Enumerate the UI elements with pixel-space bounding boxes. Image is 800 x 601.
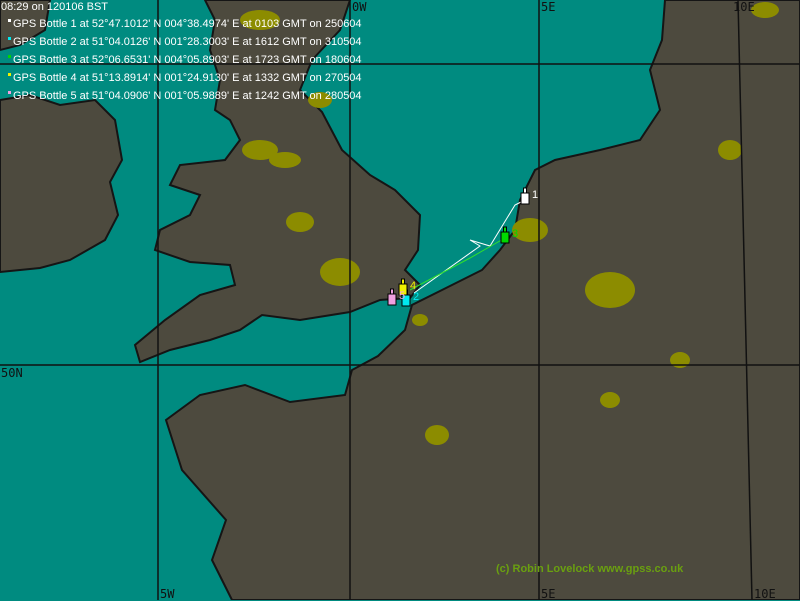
grid-label-bottom-10e: 10E [754, 587, 776, 601]
bottle-icon [387, 293, 397, 306]
grid-label-bottom-5e: 5E [541, 587, 556, 601]
bottle-marker-1[interactable]: 1 [520, 187, 538, 205]
grid-label-top-5e: 5E [541, 0, 556, 14]
bottle-marker-3[interactable]: 3 [500, 226, 518, 244]
grid-label-top-10e: 10E [733, 0, 755, 14]
bottle-color-swatch [8, 73, 11, 76]
bottle-marker-label: 3 [512, 228, 518, 240]
grid-label-50n: 50N [1, 366, 23, 380]
credit: (c) Robin Lovelock www.gpss.co.uk [496, 563, 684, 575]
bottle-color-swatch [8, 55, 11, 58]
legend-label: GPS Bottle 2 at 51°04.0126' N 001°28.300… [13, 36, 362, 48]
legend-item-bottle-1: GPS Bottle 1 at 52°47.1012' N 004°38.497… [8, 18, 362, 31]
land-northwest [0, 0, 52, 52]
urban-areas [240, 2, 779, 445]
legend-label: GPS Bottle 1 at 52°47.1012' N 004°38.497… [13, 18, 362, 30]
bottle-color-swatch [8, 37, 11, 40]
bottle-color-swatch [8, 19, 11, 22]
bottle-color-swatch [8, 91, 11, 94]
legend-label: GPS Bottle 4 at 51°13.8914' N 001°24.913… [13, 72, 362, 84]
track-bottle-3 [409, 237, 506, 291]
bottle-marker-4[interactable]: 4 [398, 278, 416, 296]
bottle-marker-label: 1 [532, 189, 538, 201]
legend-item-bottle-2: GPS Bottle 2 at 51°04.0126' N 001°28.300… [8, 36, 362, 49]
grid-label-top-0w: 0W [352, 0, 367, 14]
bottle-marker-label: 4 [410, 280, 416, 292]
land-ireland [0, 93, 124, 274]
bottle-icon [398, 283, 408, 296]
bottle-markers: 1 2 3 45 [387, 187, 538, 307]
bottle-icon [520, 192, 530, 205]
bottle-marker-label: 5 [399, 290, 405, 302]
land-continent [164, 0, 800, 600]
tracks [409, 199, 526, 294]
legend-item-bottle-4: GPS Bottle 4 at 51°13.8914' N 001°24.913… [8, 72, 362, 85]
legend-label: GPS Bottle 3 at 52°06.6531' N 004°05.890… [13, 54, 362, 66]
legend-label: GPS Bottle 5 at 51°04.0906' N 001°05.988… [13, 90, 362, 102]
grid-label-bottom-5w: 5W [160, 587, 175, 601]
bottle-icon [500, 231, 510, 244]
legend-item-bottle-5: GPS Bottle 5 at 51°04.0906' N 001°05.988… [8, 90, 362, 103]
legend-item-bottle-3: GPS Bottle 3 at 52°06.6531' N 004°05.890… [8, 54, 362, 67]
bottle-marker-label: 2 [413, 291, 419, 303]
track-bottle-1 [413, 199, 526, 294]
timestamp: 08:29 on 120106 BST [1, 1, 109, 13]
bottle-marker-5[interactable]: 5 [387, 288, 405, 306]
